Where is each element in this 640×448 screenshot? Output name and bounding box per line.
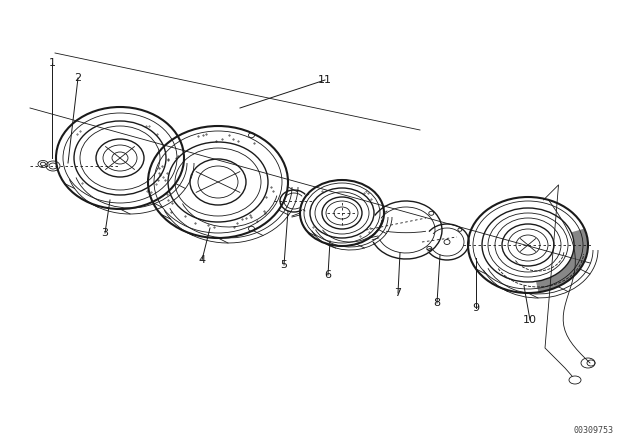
Text: 9: 9	[472, 303, 479, 313]
Text: 7: 7	[394, 288, 401, 298]
Text: 10: 10	[523, 315, 537, 325]
Text: 00309753: 00309753	[574, 426, 614, 435]
Text: 11: 11	[318, 75, 332, 85]
Text: 5: 5	[280, 260, 287, 270]
Text: 4: 4	[198, 255, 205, 265]
Text: 3: 3	[102, 228, 109, 238]
Polygon shape	[536, 228, 588, 292]
Text: 1: 1	[49, 58, 56, 68]
Text: 8: 8	[433, 298, 440, 308]
Text: 6: 6	[324, 270, 332, 280]
Text: 2: 2	[74, 73, 81, 83]
